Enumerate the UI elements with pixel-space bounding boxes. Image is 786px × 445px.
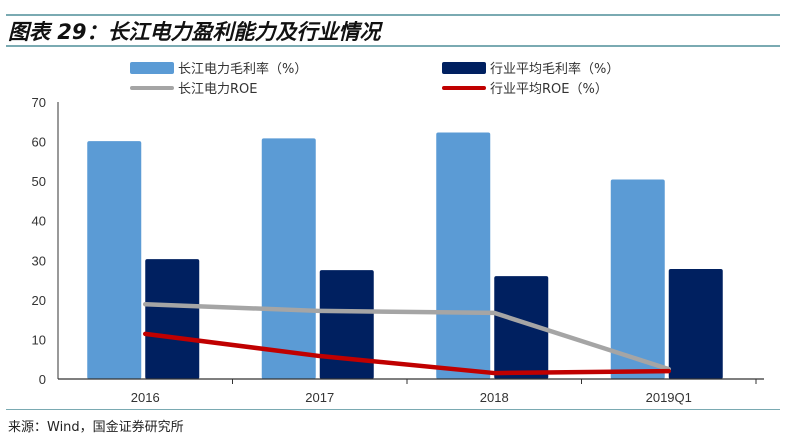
footer-rule [6, 409, 780, 410]
y-tick-label: 40 [32, 214, 46, 229]
bar-cj-gross-margin [436, 132, 491, 379]
bar-cj-gross-margin [610, 179, 665, 379]
y-tick-label: 20 [32, 293, 46, 308]
line-cj-roe [143, 301, 671, 372]
line-industry-roe [143, 331, 671, 376]
title-rule [6, 45, 780, 47]
legend-label: 长江电力ROE [178, 82, 258, 97]
legend-label: 长江电力毛利率（%） [178, 62, 308, 77]
bar-industry-gross-margin [668, 268, 723, 379]
y-tick-label: 30 [32, 253, 46, 268]
y-tick-label: 60 [32, 135, 46, 150]
bar-industry-gross-margin [319, 270, 374, 379]
top-rule [6, 14, 780, 16]
x-tick-label: 2018 [480, 390, 509, 405]
legend-swatch [130, 85, 174, 90]
bar-cj-gross-margin [261, 138, 316, 379]
y-tick-label: 50 [32, 174, 46, 189]
legend-label: 行业平均毛利率（%） [490, 62, 620, 77]
legend-item-ind-gm: 行业平均毛利率（%） [442, 58, 619, 77]
y-tick-label: 70 [32, 95, 46, 110]
legend-swatch [442, 61, 486, 74]
source-note: 来源：Wind，国金证券研究所 [8, 420, 184, 435]
bar-industry-gross-margin [145, 259, 200, 379]
legend-label: 行业平均ROE（%） [490, 82, 608, 97]
x-tick-label: 2016 [131, 390, 160, 405]
figure-title: 图表 29：长江电力盈利能力及行业情况 [8, 20, 381, 44]
x-tick-label: 2017 [305, 390, 334, 405]
legend-swatch [130, 61, 174, 74]
bar-industry-gross-margin [494, 276, 549, 379]
bar-cj-gross-margin [87, 141, 142, 379]
legend-swatch [442, 85, 486, 90]
y-tick-label: 10 [32, 332, 46, 347]
legend-item-cj-gm: 长江电力毛利率（%） [130, 58, 307, 77]
legend-item-ind-roe: 行业平均ROE（%） [442, 78, 608, 97]
y-tick-label: 0 [39, 372, 46, 387]
legend-item-cj-roe: 长江电力ROE [130, 78, 257, 97]
x-tick-label: 2019Q1 [646, 390, 692, 405]
